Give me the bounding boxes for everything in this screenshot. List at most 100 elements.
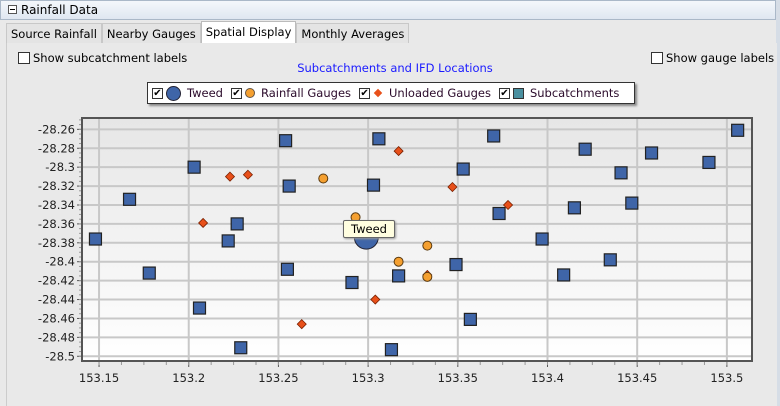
y-tick-label: -28.42 — [38, 274, 75, 288]
legend-label: Unloaded Gauges — [389, 86, 491, 100]
y-tick-label: -28.46 — [38, 311, 75, 325]
chart-title: Subcatchments and IFD Locations — [297, 61, 493, 75]
y-tick-label: -28.34 — [38, 198, 75, 212]
x-tick-label: 153.4 — [531, 371, 564, 385]
square-icon — [512, 87, 524, 99]
subcatchment-marker — [456, 162, 470, 176]
legend-label: Rainfall Gauges — [260, 86, 352, 100]
subcatchment-marker — [702, 155, 716, 170]
subcatchment-marker — [282, 179, 296, 193]
subcatchment-marker — [221, 234, 235, 248]
chart-legend: ✔ Tweed ✔ Rainfall Gauges ✔ Unloaded Gau… — [147, 82, 635, 104]
subcatchment-marker — [187, 160, 201, 174]
unloaded-gauge-marker — [502, 199, 514, 211]
x-tick-label: 153.3 — [352, 371, 385, 385]
y-tick-label: -28.28 — [38, 141, 75, 155]
subcatchment-marker — [280, 262, 294, 276]
show-gauge-labels-checkbox[interactable]: Show gauge labels — [651, 51, 774, 65]
checkbox-box[interactable] — [18, 52, 30, 64]
checkmark-icon[interactable]: ✔ — [359, 87, 371, 99]
y-tick-label: -28.44 — [38, 293, 75, 307]
legend-item-subcatchments[interactable]: ✔ Subcatchments — [498, 86, 620, 100]
unloaded-gauge-marker — [447, 181, 458, 193]
rainfall-gauge-marker — [422, 271, 433, 282]
show-subcatchment-labels-checkbox[interactable]: Show subcatchment labels — [18, 51, 187, 65]
y-tick-label: -28.48 — [38, 330, 75, 344]
subcatchment-marker — [122, 192, 137, 206]
rainfall-gauge-marker — [422, 240, 433, 251]
tooltip: Tweed — [343, 220, 395, 238]
x-tick-label: 153.5 — [710, 371, 743, 385]
checkbox-label: Show gauge labels — [666, 51, 775, 65]
y-tick-label: -28.26 — [38, 122, 75, 136]
unloaded-gauge-marker — [296, 319, 307, 330]
x-tick-label: 153.15 — [79, 371, 119, 385]
circle-icon — [244, 88, 255, 98]
subcatchment-marker — [535, 232, 549, 246]
unloaded-gauge-marker — [224, 171, 236, 182]
legend-label: Tweed — [187, 86, 223, 100]
subcatchment-marker — [142, 266, 156, 280]
y-tick-label: -28.5 — [45, 349, 75, 363]
collapse-icon[interactable] — [8, 5, 17, 14]
checkbox-label: Show subcatchment labels — [33, 51, 188, 65]
subcatchment-marker — [392, 269, 406, 283]
subcatchment-marker — [578, 142, 592, 156]
subcatchment-marker — [644, 146, 659, 160]
x-tick-label: 153.25 — [258, 371, 298, 385]
subcatchment-marker — [372, 132, 386, 146]
plot-area — [82, 118, 752, 361]
tab-nearby-gauges[interactable]: Nearby Gauges — [101, 23, 201, 44]
y-tick-label: -28.4 — [45, 255, 75, 269]
tab-spatial-display[interactable]: Spatial Display — [200, 21, 297, 44]
subcatchment-marker — [279, 134, 293, 148]
legend-item-rainfall-gauges[interactable]: ✔ Rainfall Gauges — [230, 86, 352, 100]
y-tick-label: -28.38 — [38, 236, 75, 250]
tab-bar: Source Rainfall Nearby Gauges Spatial Di… — [6, 21, 410, 44]
scrollbar-edge — [776, 0, 780, 406]
subcatchment-marker — [492, 206, 506, 221]
subcatchment-marker — [230, 217, 244, 231]
subcatchment-marker — [557, 268, 571, 282]
checkmark-icon[interactable]: ✔ — [230, 87, 242, 99]
legend-item-tweed[interactable]: ✔ Tweed — [152, 85, 223, 101]
unloaded-gauge-marker — [393, 146, 404, 157]
subcatchment-marker — [449, 257, 463, 272]
checkmark-icon[interactable]: ✔ — [152, 87, 163, 99]
legend-label: Subcatchments — [529, 86, 620, 100]
subcatchment-marker — [625, 196, 639, 210]
unloaded-gauge-marker — [370, 294, 381, 305]
x-tick-label: 153.35 — [438, 371, 478, 385]
y-tick-label: -28.3 — [45, 160, 75, 174]
unloaded-gauge-marker — [198, 217, 209, 229]
window-title: Rainfall Data — [21, 3, 99, 17]
subcatchment-marker — [366, 178, 381, 192]
subcatchment-marker — [88, 232, 103, 246]
subcatchment-marker — [463, 312, 477, 326]
rainfall-gauge-marker — [393, 256, 404, 267]
y-tick-label: -28.36 — [38, 217, 75, 231]
rainfall-gauge-marker — [318, 173, 329, 184]
tab-source-rainfall[interactable]: Source Rainfall — [6, 23, 102, 44]
subcatchment-marker — [567, 201, 582, 215]
subcatchment-marker — [603, 253, 617, 267]
large-circle-icon — [166, 85, 181, 101]
subcatchment-marker — [614, 166, 628, 180]
subcatchment-marker — [345, 275, 359, 290]
tab-monthly-averages[interactable]: Monthly Averages — [296, 23, 410, 44]
x-tick-label: 153.45 — [617, 371, 657, 385]
checkbox-box[interactable] — [651, 52, 663, 64]
y-tick-label: -28.32 — [38, 179, 75, 193]
subcatchment-marker — [731, 123, 745, 137]
checkmark-icon[interactable]: ✔ — [498, 87, 510, 99]
subcatchment-marker — [384, 343, 399, 357]
window-title-bar: Rainfall Data — [0, 0, 776, 20]
subcatchment-marker — [487, 129, 501, 143]
legend-item-unloaded-gauges[interactable]: ✔ Unloaded Gauges — [359, 86, 491, 100]
subcatchment-marker — [192, 301, 207, 315]
plot-border — [81, 117, 753, 362]
x-tick-label: 153.2 — [172, 371, 205, 385]
unloaded-gauge-marker — [242, 169, 253, 180]
subcatchment-marker — [234, 341, 248, 355]
